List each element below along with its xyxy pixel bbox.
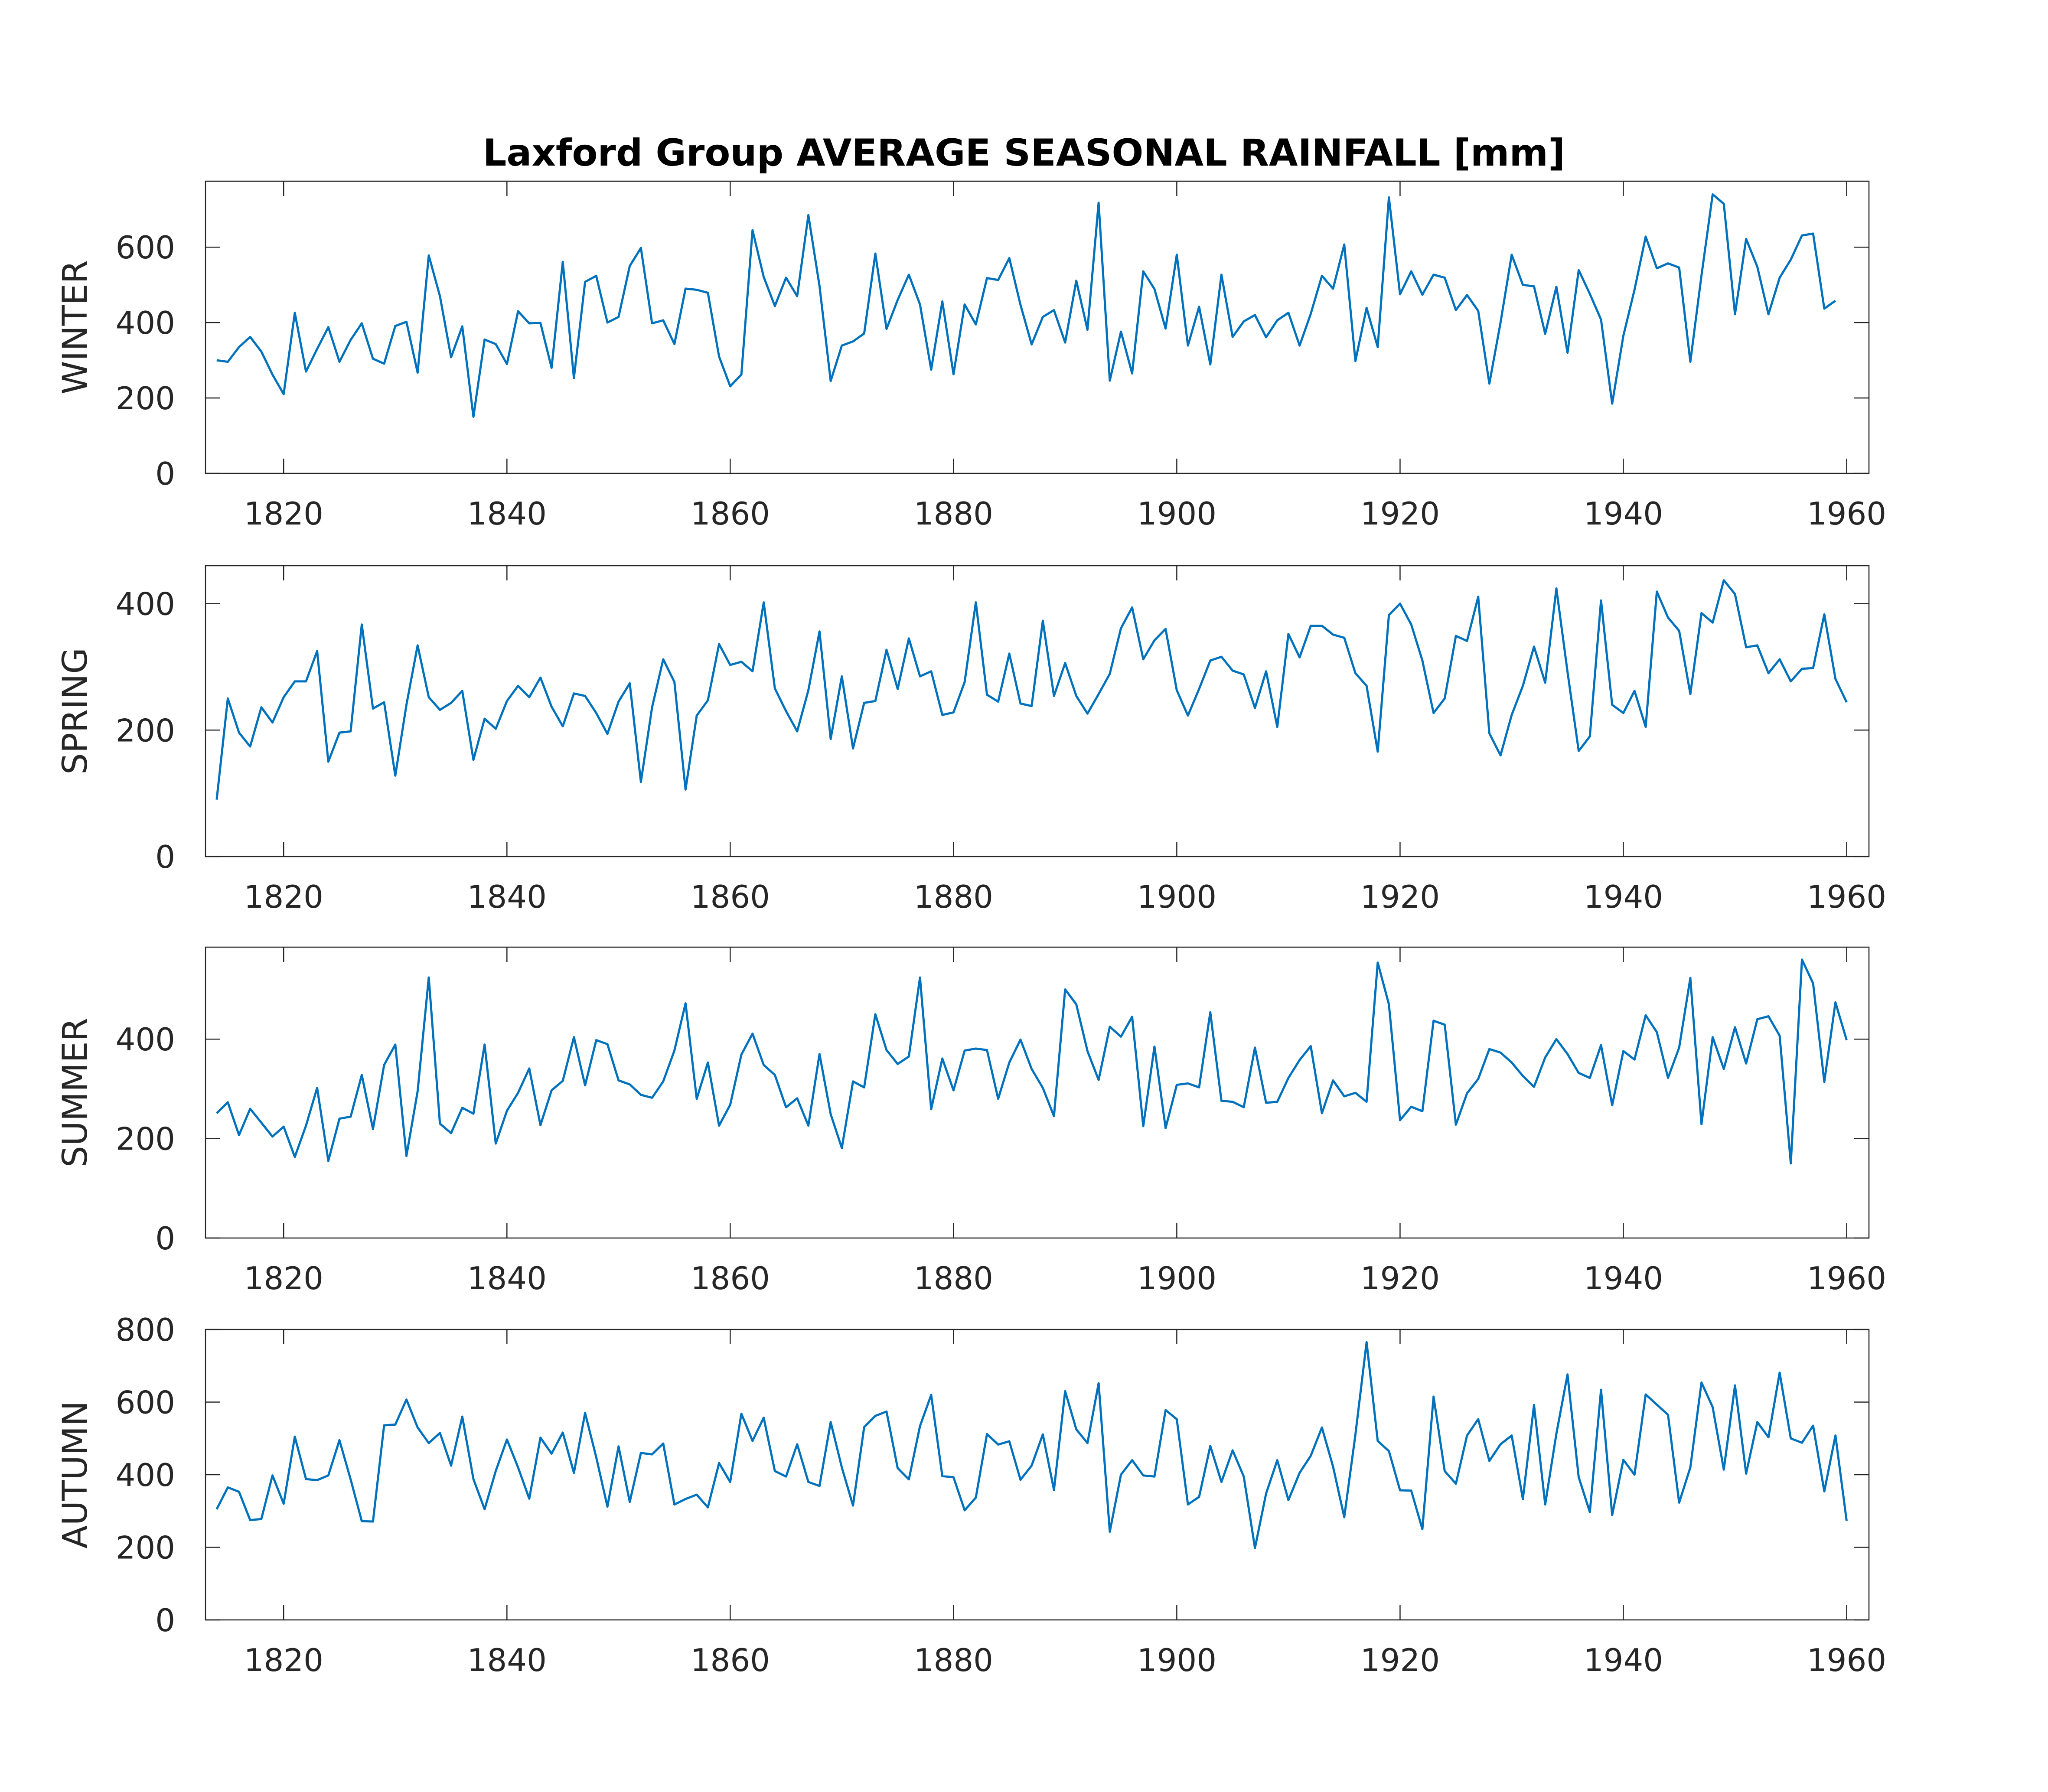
x-tick-label: 1880 <box>914 1642 993 1678</box>
x-tick-label: 1840 <box>467 1260 547 1297</box>
x-tick-label: 1860 <box>691 1260 770 1297</box>
x-tick-label: 1840 <box>467 1642 547 1678</box>
y-axis-label-autumn: AUTUMN <box>56 1401 95 1549</box>
axes-box-winter <box>205 180 1870 474</box>
y-tick-label: 200 <box>116 380 175 417</box>
y-tick-label: 200 <box>116 1530 175 1566</box>
panel-autumn: 1820 1840 1860 1880 1900 1920 1940 1960 0 200 400 6… <box>56 1312 1886 1678</box>
y-axis-label-winter: WINTER <box>56 260 95 394</box>
x-tick-label: 1860 <box>691 879 770 915</box>
y-tick-label: 400 <box>116 586 175 622</box>
axes-box-spring <box>205 565 1870 857</box>
series-line-summer <box>216 958 1848 1165</box>
x-tick-label: 1820 <box>244 495 323 532</box>
panels-layer: 1820 1840 1860 1880 1900 1920 1940 1960 0 200 400 6… <box>56 180 1886 1678</box>
y-tick-label: 0 <box>155 1602 175 1639</box>
y-tick-label: 0 <box>155 839 175 875</box>
x-tick-label: 1940 <box>1584 1260 1663 1297</box>
y-tick-label: 600 <box>116 1385 175 1421</box>
y-tick-label: 400 <box>116 1457 175 1493</box>
x-tick-label: 1880 <box>914 879 993 915</box>
x-tick-label: 1900 <box>1137 495 1216 532</box>
panel-winter: 1820 1840 1860 1880 1900 1920 1940 1960 0 200 400 6… <box>56 180 1886 532</box>
x-tick-label: 1840 <box>467 495 547 532</box>
x-tick-label: 1960 <box>1807 1260 1886 1297</box>
x-tick-label: 1840 <box>467 879 547 915</box>
x-tick-label: 1860 <box>691 495 770 532</box>
x-tick-label: 1820 <box>244 1260 323 1297</box>
x-tick-label: 1960 <box>1807 495 1886 532</box>
x-tick-label: 1880 <box>914 495 993 532</box>
x-tick-label: 1960 <box>1807 879 1886 915</box>
y-tick-label: 800 <box>116 1312 175 1348</box>
x-tick-label: 1900 <box>1137 879 1216 915</box>
series-line-spring <box>215 579 1848 800</box>
series-line-autumn <box>215 1341 1848 1549</box>
x-tick-label: 1880 <box>914 1260 993 1297</box>
x-tick-label: 1920 <box>1360 495 1440 532</box>
y-tick-label: 600 <box>116 229 175 266</box>
x-tick-label: 1920 <box>1360 879 1440 915</box>
panel-spring: 1820 1840 1860 1880 1900 1920 1940 1960 0 200 400 S… <box>56 565 1886 915</box>
x-tick-label: 1940 <box>1584 1642 1663 1678</box>
x-tick-label: 1920 <box>1360 1260 1440 1297</box>
series-line-winter <box>216 193 1836 418</box>
y-tick-label: 400 <box>116 1021 175 1058</box>
x-tick-label: 1820 <box>244 1642 323 1678</box>
x-tick-label: 1940 <box>1584 879 1663 915</box>
x-tick-label: 1920 <box>1360 1642 1440 1678</box>
y-tick-label: 200 <box>116 712 175 749</box>
x-tick-label: 1900 <box>1137 1642 1216 1678</box>
x-tick-label: 1940 <box>1584 495 1663 532</box>
x-tick-label: 1900 <box>1137 1260 1216 1297</box>
x-tick-label: 1860 <box>691 1642 770 1678</box>
y-axis-label-spring: SPRING <box>56 648 95 775</box>
y-tick-label: 200 <box>116 1121 175 1157</box>
x-tick-label: 1960 <box>1807 1642 1886 1678</box>
y-axis-label-summer: SUMMER <box>56 1018 95 1167</box>
y-tick-label: 0 <box>155 1220 175 1257</box>
chart-title: Laxford Group AVERAGE SEASONAL RAINFALL … <box>483 131 1565 175</box>
axes-box-summer <box>205 946 1870 1239</box>
y-tick-label: 0 <box>155 456 175 492</box>
x-tick-label: 1820 <box>244 879 323 915</box>
panel-summer: 1820 1840 1860 1880 1900 1920 1940 1960 0 200 400 S… <box>56 946 1886 1297</box>
y-tick-label: 400 <box>116 305 175 341</box>
